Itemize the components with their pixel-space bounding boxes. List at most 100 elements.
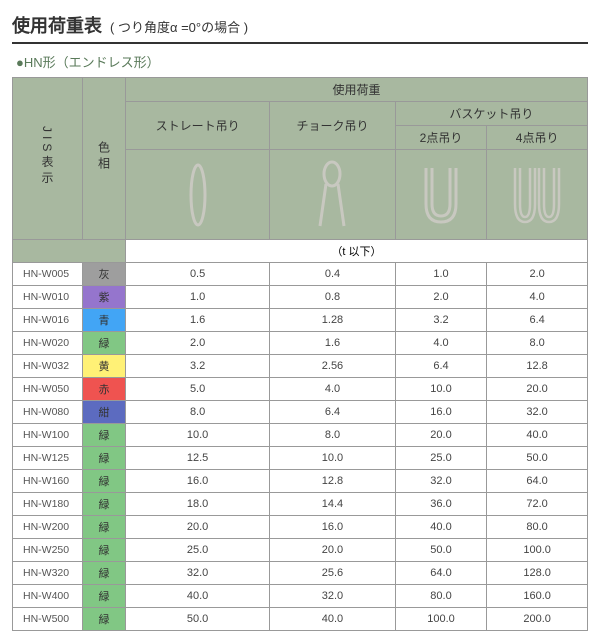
cell-jis: HN-W020 bbox=[13, 332, 83, 355]
cell-value: 40.0 bbox=[395, 516, 486, 539]
cell-value: 50.0 bbox=[487, 447, 588, 470]
hdr-load-group: 使用荷重 bbox=[126, 78, 588, 102]
cell-color: 緑 bbox=[83, 516, 126, 539]
cell-value: 20.0 bbox=[395, 424, 486, 447]
cell-value: 20.0 bbox=[126, 516, 270, 539]
cell-color: 緑 bbox=[83, 332, 126, 355]
cell-jis: HN-W125 bbox=[13, 447, 83, 470]
table-row: HN-W320緑32.025.664.0128.0 bbox=[13, 562, 588, 585]
cell-value: 6.4 bbox=[487, 309, 588, 332]
cell-color: 緑 bbox=[83, 539, 126, 562]
cell-value: 32.0 bbox=[126, 562, 270, 585]
cell-value: 200.0 bbox=[487, 608, 588, 631]
cell-value: 2.0 bbox=[395, 286, 486, 309]
cell-value: 0.8 bbox=[270, 286, 396, 309]
hdr-jis: JIS表示 bbox=[13, 78, 83, 240]
cell-value: 12.8 bbox=[487, 355, 588, 378]
cell-value: 100.0 bbox=[395, 608, 486, 631]
cell-value: 72.0 bbox=[487, 493, 588, 516]
cell-value: 40.0 bbox=[487, 424, 588, 447]
table-row: HN-W125緑12.510.025.050.0 bbox=[13, 447, 588, 470]
hdr-blank bbox=[13, 240, 126, 263]
cell-value: 25.0 bbox=[395, 447, 486, 470]
table-row: HN-W005灰0.50.41.02.0 bbox=[13, 263, 588, 286]
hdr-basket4: 4点吊り bbox=[487, 126, 588, 150]
cell-value: 6.4 bbox=[395, 355, 486, 378]
cell-jis: HN-W180 bbox=[13, 493, 83, 516]
cell-value: 160.0 bbox=[487, 585, 588, 608]
cell-value: 4.0 bbox=[270, 378, 396, 401]
icon-basket4 bbox=[487, 150, 588, 240]
cell-value: 4.0 bbox=[487, 286, 588, 309]
cell-color: 灰 bbox=[83, 263, 126, 286]
hdr-basket-group: バスケット吊り bbox=[395, 102, 587, 126]
cell-value: 32.0 bbox=[395, 470, 486, 493]
cell-color: 青 bbox=[83, 309, 126, 332]
cell-value: 18.0 bbox=[126, 493, 270, 516]
cell-value: 8.0 bbox=[487, 332, 588, 355]
title-row: 使用荷重表 ( つり角度α =0°の場合 ) bbox=[12, 12, 588, 44]
cell-value: 1.28 bbox=[270, 309, 396, 332]
cell-value: 32.0 bbox=[270, 585, 396, 608]
table-row: HN-W250緑25.020.050.0100.0 bbox=[13, 539, 588, 562]
cell-value: 8.0 bbox=[126, 401, 270, 424]
table-row: HN-W050赤5.04.010.020.0 bbox=[13, 378, 588, 401]
table-body: HN-W005灰0.50.41.02.0HN-W010紫1.00.82.04.0… bbox=[13, 263, 588, 631]
cell-jis: HN-W100 bbox=[13, 424, 83, 447]
icon-choke bbox=[270, 150, 396, 240]
hdr-unit: （t 以下） bbox=[126, 240, 588, 263]
cell-value: 80.0 bbox=[487, 516, 588, 539]
cell-value: 10.0 bbox=[395, 378, 486, 401]
table-row: HN-W032黄3.22.566.412.8 bbox=[13, 355, 588, 378]
cell-value: 40.0 bbox=[270, 608, 396, 631]
hdr-color: 色相 bbox=[83, 78, 126, 240]
cell-value: 12.8 bbox=[270, 470, 396, 493]
cell-value: 0.4 bbox=[270, 263, 396, 286]
cell-color: 紫 bbox=[83, 286, 126, 309]
hdr-straight: ストレート吊り bbox=[126, 102, 270, 150]
cell-value: 10.0 bbox=[270, 447, 396, 470]
cell-value: 128.0 bbox=[487, 562, 588, 585]
cell-jis: HN-W005 bbox=[13, 263, 83, 286]
cell-value: 16.0 bbox=[126, 470, 270, 493]
cell-value: 12.5 bbox=[126, 447, 270, 470]
cell-value: 2.0 bbox=[487, 263, 588, 286]
cell-color: 緑 bbox=[83, 493, 126, 516]
cell-jis: HN-W032 bbox=[13, 355, 83, 378]
table-row: HN-W200緑20.016.040.080.0 bbox=[13, 516, 588, 539]
cell-value: 32.0 bbox=[487, 401, 588, 424]
cell-jis: HN-W200 bbox=[13, 516, 83, 539]
cell-value: 3.2 bbox=[395, 309, 486, 332]
cell-value: 20.0 bbox=[487, 378, 588, 401]
cell-value: 80.0 bbox=[395, 585, 486, 608]
cell-value: 40.0 bbox=[126, 585, 270, 608]
table-row: HN-W400緑40.032.080.0160.0 bbox=[13, 585, 588, 608]
table-row: HN-W016青1.61.283.26.4 bbox=[13, 309, 588, 332]
table-row: HN-W180緑18.014.436.072.0 bbox=[13, 493, 588, 516]
page-subtitle: ( つり角度α =0°の場合 ) bbox=[110, 17, 248, 36]
cell-color: 紺 bbox=[83, 401, 126, 424]
cell-color: 緑 bbox=[83, 585, 126, 608]
cell-value: 64.0 bbox=[487, 470, 588, 493]
cell-value: 8.0 bbox=[270, 424, 396, 447]
page-title: 使用荷重表 bbox=[12, 12, 102, 38]
cell-value: 1.6 bbox=[270, 332, 396, 355]
hdr-choke: チョーク吊り bbox=[270, 102, 396, 150]
cell-jis: HN-W080 bbox=[13, 401, 83, 424]
cell-value: 2.56 bbox=[270, 355, 396, 378]
cell-value: 50.0 bbox=[126, 608, 270, 631]
table-row: HN-W010紫1.00.82.04.0 bbox=[13, 286, 588, 309]
cell-jis: HN-W016 bbox=[13, 309, 83, 332]
cell-color: 緑 bbox=[83, 562, 126, 585]
cell-value: 1.0 bbox=[395, 263, 486, 286]
cell-value: 100.0 bbox=[487, 539, 588, 562]
cell-jis: HN-W400 bbox=[13, 585, 83, 608]
cell-color: 緑 bbox=[83, 608, 126, 631]
cell-value: 16.0 bbox=[270, 516, 396, 539]
section-subtitle: ●HN形（エンドレス形） bbox=[12, 52, 588, 71]
cell-value: 1.0 bbox=[126, 286, 270, 309]
cell-value: 25.6 bbox=[270, 562, 396, 585]
cell-value: 14.4 bbox=[270, 493, 396, 516]
cell-value: 36.0 bbox=[395, 493, 486, 516]
cell-value: 3.2 bbox=[126, 355, 270, 378]
